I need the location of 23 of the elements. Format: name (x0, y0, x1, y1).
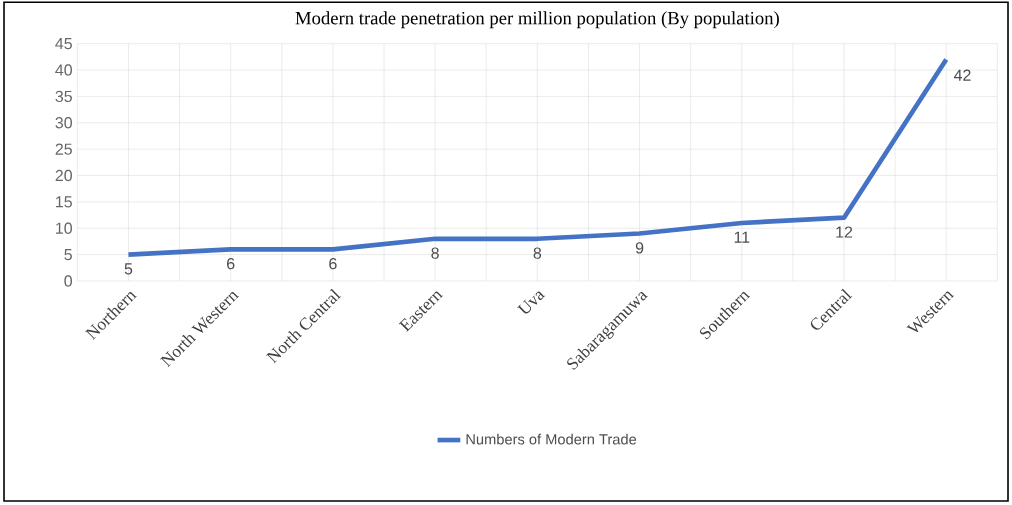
y-tick-label: 5 (64, 249, 72, 261)
y-tick-label: 30 (55, 117, 73, 129)
line-series (126, 57, 949, 257)
data-label: 8 (533, 247, 542, 259)
y-tick-label: 10 (56, 222, 73, 234)
data-label: 5 (124, 263, 133, 275)
data-label: 12 (836, 226, 853, 238)
y-tick-label: 35 (55, 90, 72, 103)
data-label: 6 (227, 258, 235, 270)
y-tick-label: 40 (55, 64, 73, 76)
y-tick-label: 15 (56, 196, 72, 208)
y-tick-label: 45 (55, 38, 72, 50)
y-tick-label: 0 (64, 275, 73, 287)
y-tick-label: 20 (55, 169, 73, 182)
legend-label: Numbers of Modern Trade (466, 433, 637, 445)
data-label: 8 (431, 247, 439, 259)
data-label: 6 (329, 258, 337, 270)
data-label: 9 (635, 242, 644, 254)
x-tick-label: Uva (517, 291, 546, 314)
data-label: 42 (953, 69, 971, 81)
y-tick-label: 25 (55, 143, 72, 155)
data-label: 11 (734, 231, 750, 243)
chart-title: Modern trade penetration per million population (By population) (295, 11, 779, 29)
